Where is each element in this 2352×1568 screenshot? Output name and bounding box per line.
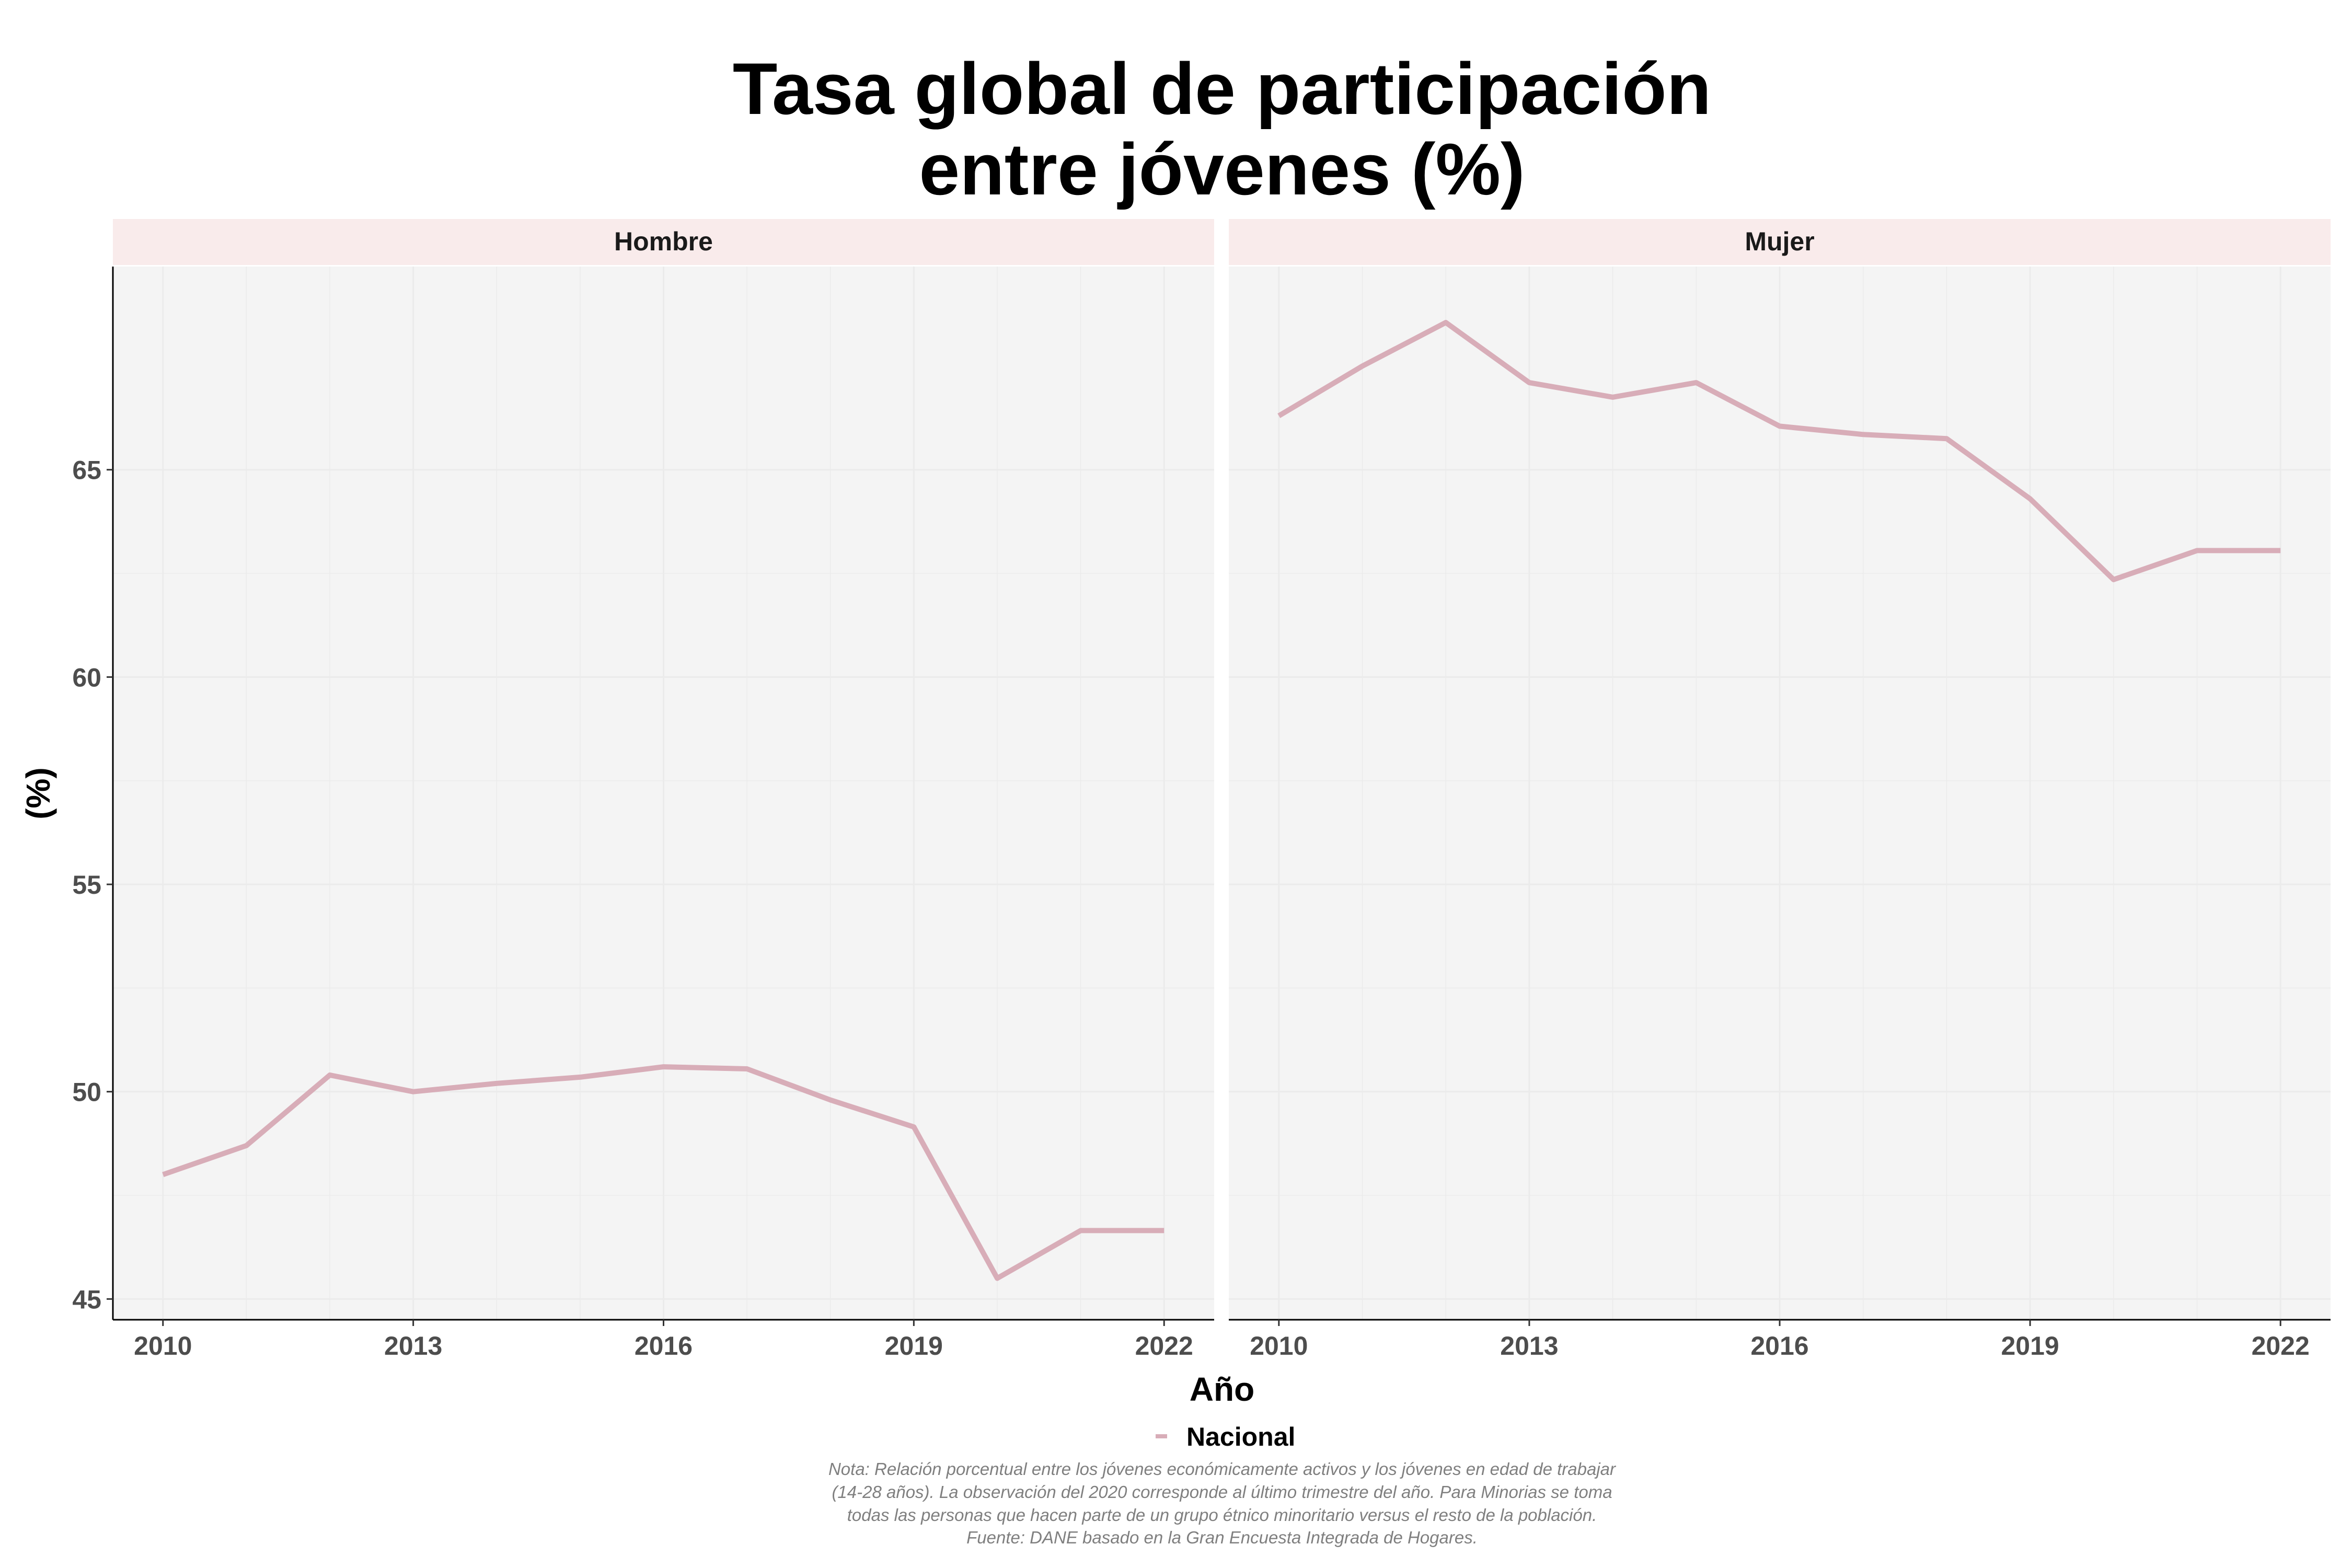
y-tick-label-45: 45 bbox=[72, 1285, 101, 1314]
chart-title-line-2: entre jóvenes (%) bbox=[919, 128, 1525, 210]
x-tick-label-mujer-2019: 2019 bbox=[2001, 1331, 2059, 1361]
x-tick-label-hombre-2016: 2016 bbox=[635, 1331, 693, 1361]
x-tick-label-mujer-2010: 2010 bbox=[1250, 1331, 1308, 1361]
x-tick-label-mujer-2013: 2013 bbox=[1500, 1331, 1558, 1361]
y-tick-label-50: 50 bbox=[72, 1078, 101, 1107]
legend: Nacional bbox=[1156, 1422, 1295, 1451]
y-axis-title: (%) bbox=[19, 767, 57, 820]
footnote-line-2: (14-28 años). La observación del 2020 co… bbox=[832, 1482, 1612, 1502]
x-tick-label-hombre-2022: 2022 bbox=[1135, 1331, 1193, 1361]
footnote-line-3: todas las personas que hacen parte de un… bbox=[847, 1505, 1597, 1525]
facet-panels: Hombre 2010 2013 2016 2019 2022 45 50 55 60 65 Muje… bbox=[72, 219, 2331, 1361]
y-tick-label-65: 65 bbox=[72, 456, 101, 485]
footnote-line-4: Fuente: DANE basado en la Gran Encuesta … bbox=[966, 1528, 1478, 1547]
chart-title-line-1: Tasa global de participación bbox=[733, 48, 1711, 130]
panel-hombre: Hombre 2010 2013 2016 2019 2022 45 50 55 60 65 bbox=[72, 219, 1214, 1361]
footnote-line-1: Nota: Relación porcentual entre los jóve… bbox=[828, 1459, 1617, 1479]
x-tick-label-hombre-2010: 2010 bbox=[134, 1331, 192, 1361]
y-tick-label-60: 60 bbox=[72, 663, 101, 692]
x-tick-label-hombre-2019: 2019 bbox=[885, 1331, 943, 1361]
panel-mujer: Mujer 2010 2013 2016 2019 2022 bbox=[1229, 219, 2331, 1361]
x-tick-label-mujer-2016: 2016 bbox=[1750, 1331, 1808, 1361]
facet-strip-mujer bbox=[1229, 219, 2331, 265]
footnote: Nota: Relación porcentual entre los jóve… bbox=[828, 1459, 1617, 1547]
series-line-mujer-nacional bbox=[1277, 320, 2281, 582]
facet-strip-hombre bbox=[113, 219, 1214, 265]
y-tick-label-55: 55 bbox=[72, 870, 101, 900]
series-line-hombre-nacional bbox=[162, 1064, 1165, 1281]
x-axis-title: Año bbox=[1190, 1370, 1254, 1408]
facet-label-hombre: Hombre bbox=[614, 227, 713, 256]
legend-label-nacional: Nacional bbox=[1186, 1422, 1295, 1451]
x-tick-label-hombre-2013: 2013 bbox=[384, 1331, 442, 1361]
facet-label-mujer: Mujer bbox=[1745, 227, 1814, 256]
x-tick-label-mujer-2022: 2022 bbox=[2252, 1331, 2310, 1361]
